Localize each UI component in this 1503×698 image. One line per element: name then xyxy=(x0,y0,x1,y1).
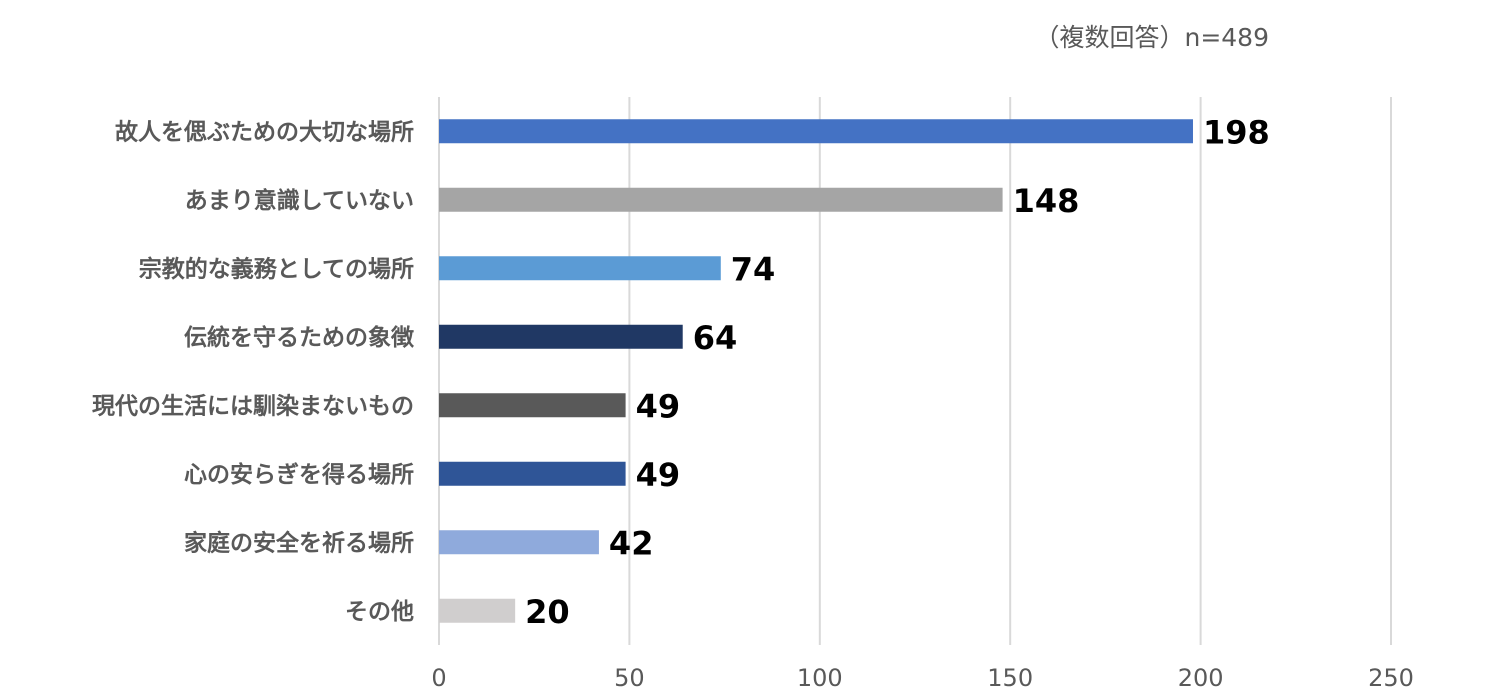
data-label: 198 xyxy=(1203,113,1270,151)
category-label: 故人を偲ぶための大切な場所 xyxy=(115,119,414,145)
sample-note: （複数回答）n=489 xyxy=(1034,23,1269,52)
category-label: あまり意識していない xyxy=(185,187,414,214)
bar xyxy=(439,324,683,349)
x-tick-label: 50 xyxy=(614,664,645,692)
bar xyxy=(439,530,599,555)
data-label: 64 xyxy=(693,319,738,357)
bar xyxy=(439,187,1003,212)
data-label: 20 xyxy=(525,593,570,631)
bar xyxy=(439,256,721,281)
bar xyxy=(439,598,516,623)
data-label: 42 xyxy=(609,524,654,562)
bar xyxy=(439,393,626,418)
data-label: 148 xyxy=(1013,182,1080,220)
x-tick-label: 150 xyxy=(987,664,1033,692)
category-label: 伝統を守るための象徴 xyxy=(184,324,415,351)
category-label: 宗教的な義務としての場所 xyxy=(139,255,414,282)
bar xyxy=(439,119,1193,144)
category-label: 心の安らぎを得る場所 xyxy=(184,461,414,488)
x-tick-label: 200 xyxy=(1178,664,1224,692)
category-label: 現代の生活には馴染まないもの xyxy=(92,392,414,419)
data-label: 49 xyxy=(636,387,681,425)
category-label: その他 xyxy=(345,599,414,625)
data-label: 74 xyxy=(731,250,776,288)
category-label: 家庭の安全を祈る場所 xyxy=(184,529,414,556)
x-tick-label: 0 xyxy=(431,664,446,692)
x-tick-label: 100 xyxy=(797,664,843,692)
bar xyxy=(439,461,626,486)
data-label: 49 xyxy=(636,456,681,494)
x-tick-label: 250 xyxy=(1368,664,1414,692)
